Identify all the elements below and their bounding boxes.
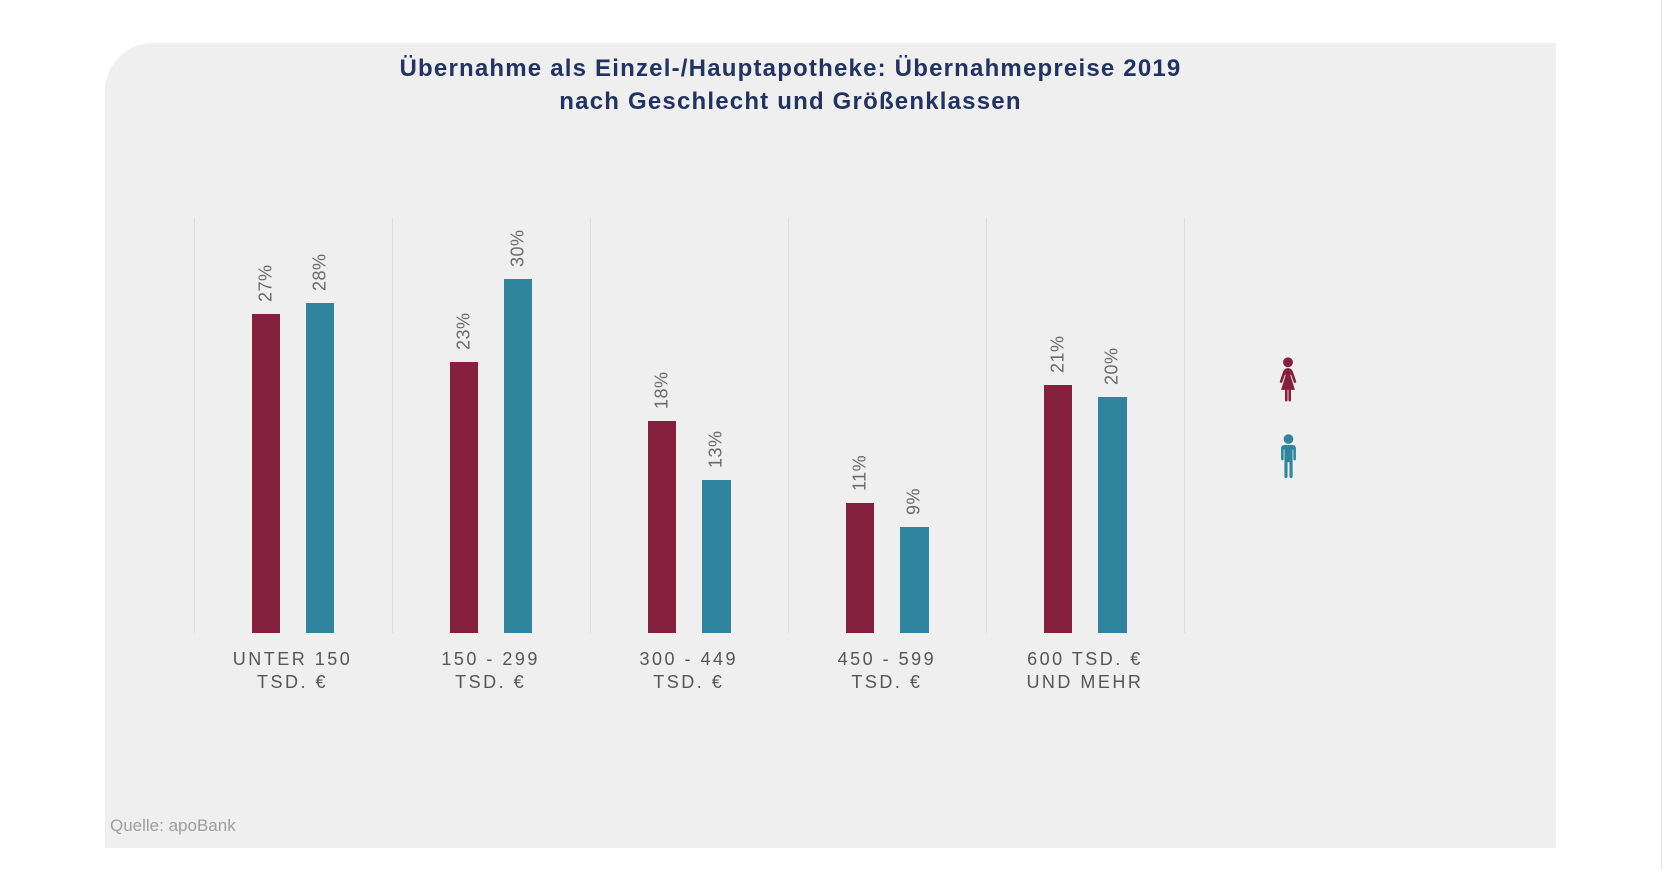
bar-value-label: 13% (705, 430, 726, 468)
chart-panel (105, 43, 1556, 848)
gridline (193, 218, 195, 633)
bar-value-label: 20% (1101, 347, 1122, 385)
bar-male (503, 279, 533, 633)
chart-legend (1268, 357, 1308, 508)
category-label-line: TSD. € (257, 672, 329, 692)
chart-title-line2: nach Geschlecht und Größenklassen (559, 88, 1022, 115)
chart-title-line1: Übernahme als Einzel-/Hauptapotheke: Übe… (399, 55, 1182, 82)
category-label: 150 - 299 TSD. € (441, 648, 540, 694)
gridline (589, 218, 591, 633)
male-icon (1280, 434, 1296, 479)
category-label: 300 - 449 TSD. € (639, 648, 738, 694)
source-caption: Quelle: apoBank (110, 816, 236, 835)
bar-male (305, 302, 335, 633)
category-label: 450 - 599 TSD. € (838, 648, 937, 694)
bar-value-label: 23% (453, 312, 474, 350)
bar-male (1098, 397, 1127, 633)
bar-value-label: 28% (309, 253, 330, 291)
legend-item-female (1268, 357, 1308, 416)
category-label: 600 TSD. € UND MEHR (1026, 648, 1143, 694)
bar-female (845, 503, 875, 633)
gridline (391, 218, 393, 633)
legend-item-male (1268, 434, 1308, 490)
chart-title: Übernahme als Einzel-/Hauptapotheke: Übe… (105, 52, 1476, 118)
female-icon (1279, 357, 1297, 402)
bar-female (1043, 385, 1073, 633)
category-label-line: TSD. € (851, 672, 923, 692)
gridline (787, 218, 789, 633)
gridline (1184, 218, 1185, 633)
category-label-line: UNTER 150 (232, 649, 353, 669)
category-label-line: TSD. € (455, 672, 527, 692)
bar-male (702, 479, 731, 633)
category-label-line: 300 - 449 (639, 649, 739, 669)
category-label: UNTER 150 TSD. € (233, 648, 353, 694)
bar-value-label: 30% (507, 229, 528, 267)
bar-male (900, 526, 929, 633)
bar-value-label: 18% (651, 371, 672, 409)
bar-female (647, 420, 677, 633)
bar-female (251, 314, 280, 633)
category-label-line: UND MEHR (1026, 672, 1144, 692)
bar-value-label: 9% (903, 487, 924, 515)
window-right-border (1661, 0, 1662, 870)
category-label-line: 450 - 599 (837, 649, 937, 669)
bar-value-label: 11% (849, 454, 870, 492)
bar-female (449, 361, 479, 633)
category-label-line: 600 TSD. € (1027, 649, 1143, 669)
bar-value-label: 27% (255, 264, 276, 303)
bar-value-label: 21% (1047, 335, 1068, 374)
gridline (985, 218, 987, 633)
category-label-line: 150 - 299 (441, 649, 540, 669)
category-label-line: TSD. € (653, 672, 725, 692)
